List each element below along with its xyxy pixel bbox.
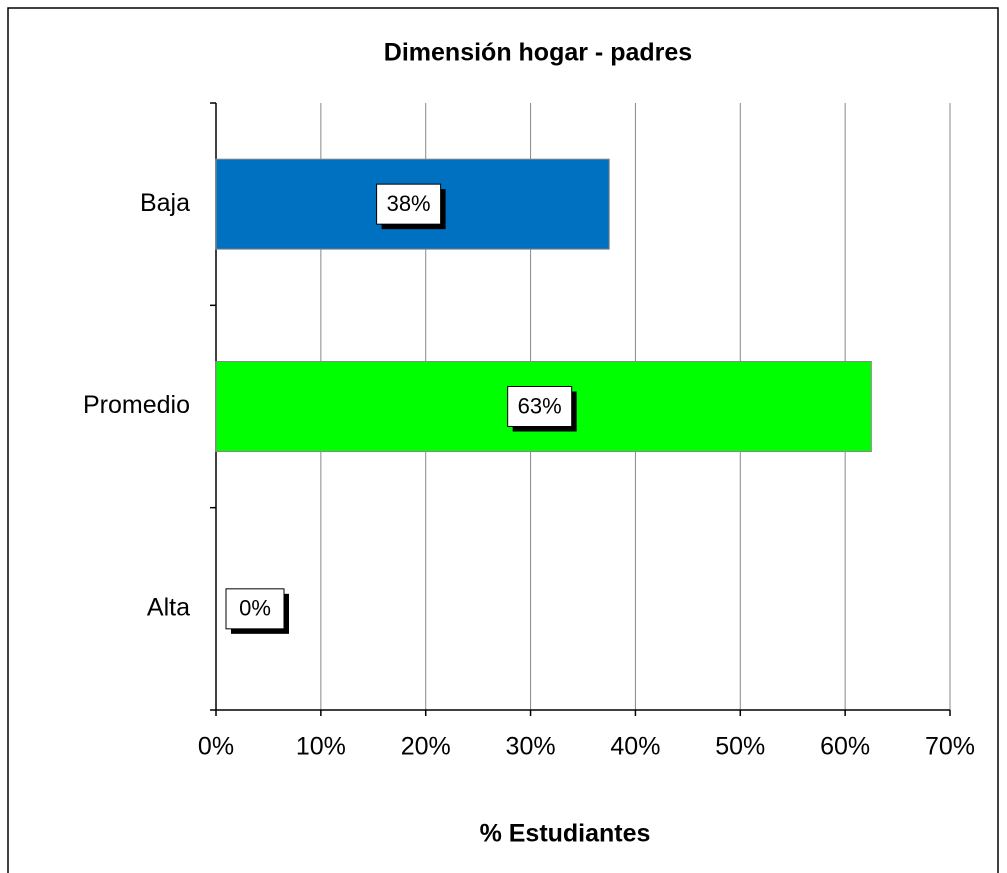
x-tick-label: 10% — [296, 733, 346, 761]
y-tick-label: Baja — [140, 189, 190, 217]
x-axis-label: % Estudiantes — [480, 820, 651, 848]
chart-title: Dimensión hogar - padres — [384, 39, 692, 67]
x-tick-label: 70% — [925, 733, 975, 761]
x-tick-label: 60% — [820, 733, 870, 761]
value-label: 63% — [518, 393, 562, 418]
x-tick-label: 30% — [506, 733, 556, 761]
value-label: 0% — [239, 596, 271, 621]
value-label-box — [376, 183, 442, 225]
x-tick-label: 50% — [715, 733, 765, 761]
x-tick-label: 20% — [401, 733, 451, 761]
x-tick-label: 0% — [198, 733, 234, 761]
value-label-box — [507, 386, 573, 427]
x-tick-label: 40% — [610, 733, 660, 761]
y-tick-label: Alta — [147, 593, 190, 621]
value-label: 38% — [387, 191, 431, 216]
value-label-box — [225, 588, 285, 630]
y-tick-label: Promedio — [83, 391, 190, 419]
